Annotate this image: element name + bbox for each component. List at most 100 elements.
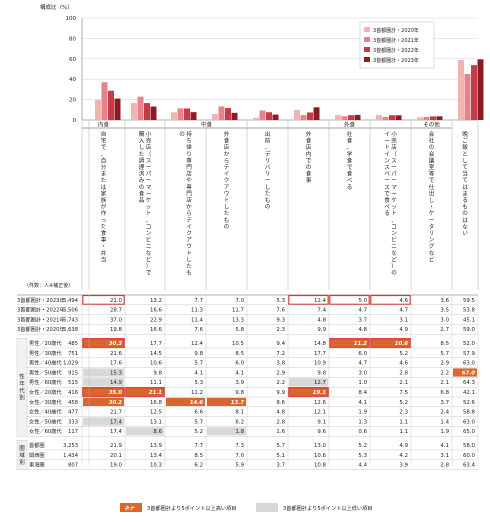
- y-axis-label: 構成比（%）: [40, 3, 73, 11]
- category-label-char: 小: [146, 130, 152, 138]
- table-cell-value: 3.7: [358, 317, 367, 323]
- table-cell-value: 16.6: [150, 308, 163, 314]
- bar: [272, 114, 279, 120]
- red-box: [288, 387, 329, 398]
- category-label-char: ン: [146, 231, 152, 237]
- table-cell-value: 13.0: [314, 443, 327, 449]
- table-cell-value: 63.0: [463, 419, 476, 425]
- category-label-char: 自: [101, 156, 107, 164]
- category-label-char: マ: [146, 184, 152, 191]
- category-label-char: 店: [224, 143, 230, 151]
- category-label-char: の: [224, 223, 230, 230]
- table-cell-value: 7.0: [235, 453, 244, 459]
- row-label: 3首都圏計・2022年: [17, 306, 65, 314]
- category-label-char: ア: [186, 237, 192, 244]
- table-cell-value: 16.8: [150, 400, 163, 406]
- category-label-char: 食: [384, 196, 390, 204]
- category-label-char: 門: [186, 164, 192, 171]
- category-label-char: の: [179, 131, 185, 138]
- table-cell-value: 4.7: [358, 308, 367, 314]
- note-light-swatch: [256, 503, 278, 512]
- bar: [477, 59, 484, 120]
- category-label-char: ど: [146, 255, 152, 263]
- row-label: 女性／60歳代: [29, 427, 62, 435]
- y-tick-label: 40: [69, 77, 76, 83]
- category-label-char: て: [462, 177, 468, 184]
- side-label-char: 代: [19, 387, 25, 395]
- category-label-char: 店: [306, 143, 312, 151]
- red-box: [329, 294, 370, 305]
- category-label-char: リ: [265, 158, 271, 164]
- category-label-char: る: [384, 210, 390, 217]
- legend-label: 3首都圏計・2023年: [373, 57, 419, 64]
- category-label-char: 族: [101, 196, 107, 204]
- table-cell-value: 11.4: [191, 317, 204, 323]
- bar: [259, 110, 266, 120]
- category-label-char: ト: [391, 211, 397, 217]
- category-label-char: （: [146, 151, 152, 158]
- table-cell-value: 4.8: [317, 317, 326, 323]
- highlight-cell-high: [83, 339, 124, 348]
- table-cell-value: 8.6: [153, 429, 162, 435]
- category-label-char: も: [186, 270, 192, 277]
- category-label-char: ト: [224, 198, 230, 204]
- table-cell-value: 5.7: [194, 419, 203, 425]
- category-label-char: で: [146, 270, 152, 277]
- category-label-char: 、: [146, 218, 152, 224]
- row-count: 458: [68, 400, 78, 406]
- category-label-char: 売: [391, 137, 397, 145]
- table-cell-value: 21.9: [110, 443, 123, 449]
- side-label-box: [16, 440, 28, 470]
- table-cell-value: 16.6: [150, 327, 163, 333]
- table-cell-value: 13.4: [150, 453, 163, 459]
- table-cell-value: 6.0: [235, 361, 244, 367]
- table-cell-value: 5.3: [194, 380, 203, 386]
- table-cell-value: 1.4: [440, 419, 449, 425]
- category-label-char: タ: [429, 222, 435, 230]
- category-label-char: 事: [306, 176, 312, 184]
- group-label: 中食: [201, 121, 213, 129]
- table-cell-value: 6.2: [235, 419, 244, 425]
- row-label: 男性／30歳代: [29, 349, 62, 357]
- bar: [417, 117, 423, 120]
- table-cell-value: 14.9: [110, 380, 123, 386]
- red-box: [125, 387, 165, 398]
- table-cell-value: 3.7: [276, 463, 285, 469]
- category-label-char: と: [462, 151, 468, 158]
- category-label-char: 店: [186, 170, 192, 178]
- legend-box: [359, 21, 435, 69]
- row-count: 1,434: [63, 453, 79, 459]
- table-cell-value: 2.9: [276, 370, 285, 376]
- category-label-char: 購: [139, 130, 145, 138]
- highlight-cell-low: [126, 427, 164, 436]
- side-label-char: 年: [19, 380, 25, 388]
- table-cell-value: 4.8: [276, 410, 285, 416]
- table-cell-value: 9.8: [317, 370, 326, 376]
- category-label-char: ー: [391, 191, 397, 197]
- table-cell-value: 10.8: [314, 463, 327, 469]
- category-label-char: な: [391, 250, 397, 257]
- side-label-char: 性: [19, 373, 25, 381]
- table-cell-value: 15.3: [110, 370, 122, 376]
- category-label-char: （: [391, 151, 397, 158]
- table-cell-value: 2.9: [440, 361, 449, 367]
- category-label-char: 会: [429, 130, 435, 138]
- table-cell-value: 64.3: [463, 380, 475, 386]
- table-cell-value: 17.4: [110, 419, 123, 425]
- row-count: 5,494: [63, 298, 79, 304]
- table-cell-value: 13.3: [232, 317, 244, 323]
- category-label-char: ト: [146, 211, 152, 217]
- red-box: [329, 338, 370, 349]
- category-label-char: 分: [101, 163, 107, 171]
- table-cell-value: 5.7: [276, 443, 285, 449]
- row-count: 515: [68, 380, 78, 386]
- category-label-char: い: [462, 230, 468, 237]
- table-cell-value: 7.6: [276, 308, 285, 314]
- category-label-char: な: [462, 223, 468, 230]
- category-label-char: 前: [265, 137, 271, 145]
- bar: [108, 90, 114, 120]
- category-label-char: ス: [384, 164, 390, 171]
- category-label-char: 、: [347, 145, 353, 151]
- table-cell-value: 10.6: [395, 341, 409, 347]
